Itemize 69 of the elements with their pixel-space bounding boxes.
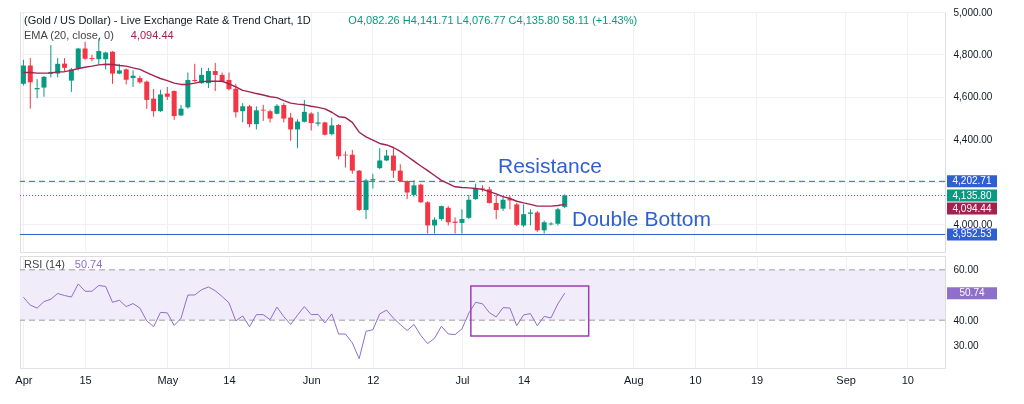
annotation: O4,082.26 H4,141.71 L4,076.77 C4,135.80 58.11 (+1.43%) (348, 14, 638, 26)
candlestick (253, 105, 259, 130)
text: 4,094.44 (952, 202, 992, 214)
candlestick (521, 203, 527, 228)
x-tick-label: Apr (15, 373, 33, 386)
y-tick-label: 4,600.00 (953, 91, 993, 103)
candlestick (493, 194, 499, 220)
candlestick (315, 111, 321, 127)
candlestick (157, 89, 163, 113)
ref-line-label: 4,202.71 (952, 175, 992, 187)
candlestick (41, 75, 47, 98)
candlestick (534, 210, 540, 233)
text: EMA (20, close, 0) (24, 29, 114, 41)
y-tick-label: 30.00 (953, 339, 979, 351)
x-tick-label: 12 (367, 373, 380, 386)
candlestick (20, 59, 26, 86)
annotation: Double Bottom (572, 207, 711, 231)
x-tick-label: Sep (836, 373, 856, 386)
x-tick-label: Aug (623, 373, 644, 386)
candlestick (377, 147, 383, 170)
y-tick-label: 40.00 (953, 314, 979, 326)
candlestick (240, 102, 246, 123)
text: 50.74 (959, 287, 985, 299)
y-tick-label: 4,000.00 (953, 218, 993, 230)
y-tick-label: 5,000.00 (953, 6, 993, 18)
annotation: 50.74 (74, 258, 103, 270)
candlestick (295, 118, 300, 149)
candlestick (288, 112, 294, 142)
candlestick (144, 80, 150, 110)
candlestick (192, 63, 198, 83)
candlestick (68, 67, 74, 93)
x-tick-label: 15 (79, 373, 92, 386)
candlestick (418, 183, 424, 204)
chart-title: (Gold / US Dollar) - Live Exchange Rate & Trend Chart, 1D (24, 14, 311, 26)
x-tick-label: Jul (455, 373, 470, 386)
candlestick (308, 111, 314, 132)
candlestick (281, 102, 287, 123)
x-tick-label: 14 (517, 373, 531, 386)
ref-line-label: 3,952.53 (952, 228, 992, 240)
y-tick-label: 4,800.00 (953, 48, 993, 60)
candlestick (151, 88, 157, 118)
candlestick (404, 179, 410, 200)
annotation: 4,094.44 (130, 29, 174, 41)
series-label: RSI (14) (24, 258, 65, 270)
y-tick-label: 4,400.00 (953, 133, 993, 145)
line-series (22, 283, 566, 360)
candlestick (349, 149, 355, 175)
candlestick (260, 104, 266, 122)
candlestick (110, 50, 115, 85)
candlestick (425, 200, 431, 235)
candlestick (514, 202, 520, 227)
annotation: Resistance (498, 154, 602, 178)
x-tick-label: 10 (901, 373, 914, 386)
candlestick (247, 104, 253, 128)
candlestick (390, 147, 396, 179)
x-tick-label: 19 (750, 373, 764, 386)
candlestick (205, 67, 211, 89)
candlestick (212, 62, 218, 92)
ref-line-label: 4,135.80 (952, 189, 992, 201)
x-tick-label: May (157, 373, 179, 386)
candlestick (137, 75, 143, 85)
candlestick (75, 47, 81, 71)
candlestick (459, 208, 465, 235)
x-tick-label: 14 (223, 373, 236, 386)
x-tick-label: Jun (302, 373, 321, 386)
y-tick-label: 60.00 (953, 264, 979, 276)
x-tick-label: 10 (689, 373, 702, 386)
candlestick (445, 205, 451, 226)
candlestick (233, 83, 239, 119)
